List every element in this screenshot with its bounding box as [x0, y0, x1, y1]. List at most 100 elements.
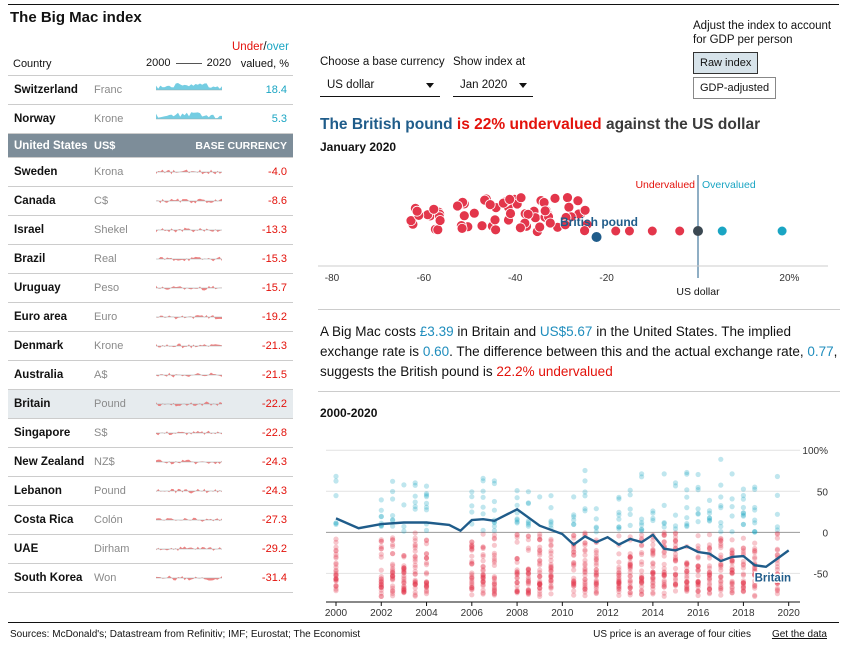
- table-row[interactable]: Denmark Krone -21.3: [8, 331, 293, 360]
- country-dot[interactable]: [484, 199, 496, 210]
- history-dot: [423, 483, 430, 489]
- history-dot: [378, 593, 384, 599]
- sparkline: [156, 575, 222, 581]
- gdp-adjusted-button[interactable]: GDP-adjusted: [693, 77, 777, 99]
- table-row[interactable]: Uruguay Peso -15.7: [8, 273, 293, 302]
- history-dot: [627, 577, 633, 583]
- table-row[interactable]: Canada C$ -8.6: [8, 186, 293, 215]
- history-dot: [684, 579, 690, 585]
- table-row[interactable]: Lebanon Pound -24.3: [8, 476, 293, 505]
- history-dot: [378, 576, 384, 582]
- history-dot: [582, 586, 588, 592]
- history-dot: [684, 575, 690, 581]
- table-row[interactable]: South Korea Won -31.4: [8, 563, 293, 592]
- table-row[interactable]: New Zealand NZ$ -24.3: [8, 447, 293, 476]
- country-dot[interactable]: [504, 193, 516, 205]
- country-dot[interactable]: [777, 226, 787, 236]
- country-dot[interactable]: [514, 222, 526, 234]
- history-dot: [401, 523, 407, 530]
- table-row[interactable]: Singapore S$ -22.8: [8, 418, 293, 447]
- country-dot[interactable]: [717, 226, 727, 236]
- country-dot[interactable]: [579, 204, 591, 216]
- country-dot[interactable]: [563, 201, 575, 213]
- history-dot: [718, 584, 724, 590]
- raw-index-button[interactable]: Raw index: [693, 52, 759, 74]
- country-dot[interactable]: [432, 224, 444, 236]
- country-dot[interactable]: [428, 203, 440, 215]
- date-select[interactable]: Jan 2020: [453, 75, 533, 97]
- history-dot: [571, 552, 577, 558]
- history-dot: [423, 570, 430, 576]
- table-row[interactable]: Euro area Euro -19.2: [8, 302, 293, 331]
- history-dot: [491, 478, 497, 484]
- get-data-link[interactable]: Get the data: [771, 629, 827, 640]
- history-dot: [401, 589, 407, 595]
- country-dot[interactable]: [452, 200, 463, 212]
- country-dot[interactable]: [515, 192, 527, 204]
- country-dot[interactable]: [562, 192, 573, 204]
- history-dot: [729, 571, 735, 577]
- country-dot[interactable]: [468, 207, 480, 219]
- history-dot: [571, 544, 577, 550]
- history-dot: [639, 516, 645, 522]
- history-dot: [571, 512, 577, 518]
- history-dot: [333, 547, 339, 553]
- us-dollar-dot[interactable]: [693, 226, 703, 236]
- history-dot: [695, 579, 701, 585]
- country-dot[interactable]: [539, 205, 551, 217]
- history-dot: [514, 539, 520, 545]
- dot-axis-tick: -80: [325, 273, 340, 284]
- history-dot: [706, 515, 713, 521]
- history-dot: [752, 571, 758, 578]
- country-dot[interactable]: [456, 223, 468, 234]
- table-row[interactable]: Australia A$ -21.5: [8, 360, 293, 389]
- table-row[interactable]: Israel Shekel -13.3: [8, 215, 293, 244]
- britain-series-line[interactable]: [335, 507, 790, 569]
- history-dot: [706, 586, 713, 592]
- base-currency-select[interactable]: US dollar: [320, 75, 440, 97]
- history-dot: [695, 533, 701, 539]
- country-dot[interactable]: [505, 208, 516, 219]
- base-currency-row[interactable]: United States US$ BASE CURRENCY: [8, 133, 293, 157]
- history-dot: [571, 533, 577, 539]
- history-dot: [571, 583, 577, 589]
- history-dot: [333, 584, 339, 590]
- history-dot: [469, 585, 475, 591]
- history-dot: [582, 478, 588, 484]
- country-dot[interactable]: [405, 215, 417, 226]
- history-dot: [525, 537, 531, 543]
- table-row[interactable]: Britain Pound -22.2: [8, 389, 293, 418]
- history-dot: [672, 534, 679, 540]
- country-dot[interactable]: [675, 226, 685, 236]
- history-dot: [672, 581, 679, 587]
- country-dot[interactable]: [572, 195, 584, 207]
- table-row[interactable]: Sweden Krona -4.0: [8, 157, 293, 186]
- history-dot: [729, 589, 735, 596]
- country-dot[interactable]: [559, 219, 571, 231]
- country-dot[interactable]: [411, 205, 423, 217]
- british-pound-dot[interactable]: [591, 232, 602, 242]
- history-dot: [491, 542, 497, 548]
- country-dot[interactable]: [534, 221, 546, 233]
- history-dot: [582, 557, 588, 564]
- table-row[interactable]: Norway Krone 5.3: [8, 104, 293, 133]
- country-dot[interactable]: [549, 192, 561, 204]
- country-dot[interactable]: [458, 210, 470, 222]
- history-dot: [423, 584, 430, 590]
- table-row[interactable]: Costa Rica Colón -27.3: [8, 505, 293, 534]
- country-dot[interactable]: [579, 225, 591, 236]
- history-dot: [684, 522, 690, 528]
- country-dot[interactable]: [624, 226, 634, 236]
- table-row[interactable]: Switzerland Franc 18.4: [8, 75, 293, 104]
- country-dot[interactable]: [544, 217, 556, 229]
- history-dot: [616, 524, 622, 530]
- table-row[interactable]: UAE Dirham -29.2: [8, 534, 293, 563]
- country-dot[interactable]: [490, 224, 502, 236]
- country-dot[interactable]: [489, 214, 501, 226]
- country-dot[interactable]: [476, 220, 488, 232]
- country-dot[interactable]: [434, 215, 446, 226]
- table-row[interactable]: Brazil Real -15.3: [8, 244, 293, 273]
- para-text-2: in Britain and: [453, 324, 540, 339]
- country-dot[interactable]: [611, 226, 621, 236]
- country-dot[interactable]: [647, 226, 657, 236]
